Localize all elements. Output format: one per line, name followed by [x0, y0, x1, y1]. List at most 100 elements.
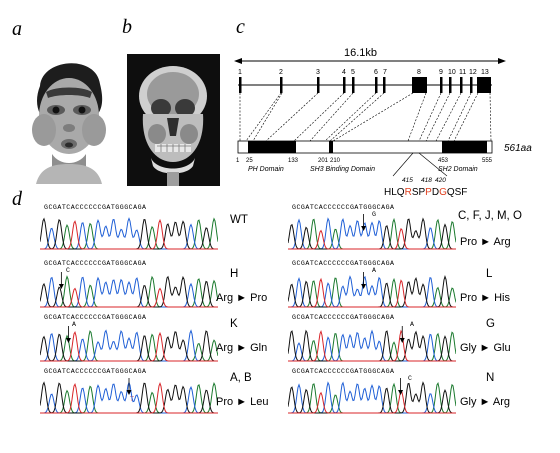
panel-letter-a: a: [12, 18, 22, 41]
exon-9: [440, 77, 443, 93]
exon-2: [280, 77, 283, 93]
exon-5: [352, 77, 355, 93]
residue-415: 415: [402, 177, 413, 184]
exon-label-4: 4: [342, 69, 346, 76]
sequence-h: GCGATCACCCCCCGATGGGCAGA: [44, 260, 147, 267]
motif-zoom-line-left: [393, 153, 413, 176]
label-g: G: [486, 318, 495, 330]
label-l: L: [486, 268, 492, 280]
residue-position-labels: 415 418 420: [402, 177, 446, 184]
gene-structure-diagram: 16.1kb 1 2 3 4 5 6 7 8 9 10 11 12 13: [226, 40, 560, 200]
protein-length-label: 561aa: [504, 143, 532, 154]
length-arrow-right: [498, 58, 506, 64]
label-k: K: [230, 318, 238, 330]
exon-label-11: 11: [459, 69, 466, 76]
residue-418: 418: [421, 177, 432, 184]
trace-line-c: [288, 331, 456, 361]
change-h: Arg ► Pro: [216, 292, 267, 304]
trace-ab: [40, 376, 218, 416]
sequence-cfjmo: GCGATCACCCCCCGATGGGCAGA: [292, 204, 395, 211]
exon-protein-mapping: [240, 93, 491, 141]
patient-photo: [22, 48, 116, 184]
trace-line-c: [40, 219, 218, 250]
exon-label-3: 3: [316, 69, 320, 76]
trace-wt: [40, 212, 218, 252]
exon-label-8: 8: [417, 69, 421, 76]
exon-labels: 1 2 3 4 5 6 7 8 9 10 11 12 13: [238, 69, 489, 76]
label-wt: WT: [230, 214, 248, 226]
position-labels: 1 25 133 201 210 453 555: [236, 158, 493, 164]
exon-7: [383, 77, 386, 93]
exon-4: [343, 77, 346, 93]
change-ab: Pro ► Leu: [216, 396, 268, 408]
motif-residue-mutated: R: [405, 187, 412, 198]
trace-line-c: [288, 219, 456, 249]
mutation-arrow-head: [361, 226, 366, 231]
panel-letter-d: d: [12, 188, 22, 211]
exon-label-2: 2: [279, 69, 283, 76]
position-555: 555: [482, 158, 493, 164]
trace-line-g: [40, 219, 218, 249]
trace-line-t: [288, 229, 456, 249]
exon-1: [239, 77, 242, 93]
change-g: Gly ► Glu: [460, 342, 511, 354]
label-ab: A, B: [230, 372, 252, 384]
trace-line-c: [40, 277, 218, 307]
trace-line-a: [40, 331, 218, 361]
sequence-l: GCGATCACCCCCCGATGGGCAGA: [292, 260, 395, 267]
sequence-k: GCGATCACCCCCCGATGGGCAGA: [44, 314, 147, 321]
position-25: 25: [246, 158, 253, 164]
position-133: 133: [288, 158, 299, 164]
panel-letter-c: c: [236, 16, 245, 39]
exon-8: [412, 77, 427, 93]
position-453: 453: [438, 158, 449, 164]
motif-residue: F: [461, 187, 467, 198]
mutation-arrow-head: [400, 338, 405, 343]
sh3-binding-block: [329, 141, 333, 153]
trace-n: [288, 376, 456, 416]
mutation-arrow-head: [361, 284, 366, 289]
exon-label-1: 1: [238, 69, 242, 76]
mutation-arrow-head: [66, 338, 71, 343]
ph-domain-block: [248, 141, 296, 153]
change-n: Gly ► Arg: [460, 396, 510, 408]
trace-line-a: [288, 278, 456, 307]
trace-line-g: [288, 383, 456, 413]
label-h: H: [230, 268, 238, 280]
trace-line-a: [288, 332, 456, 361]
position-1: 1: [236, 158, 240, 164]
trace-line-t: [40, 289, 218, 308]
motif-zoom-line-right: [419, 153, 447, 176]
exon-label-13: 13: [481, 69, 489, 76]
sequence-n: GCGATCACCCCCCGATGGGCAGA: [292, 368, 395, 375]
ph-domain-label: PH Domain: [248, 166, 284, 173]
trace-line-a: [288, 383, 456, 413]
trace-line-c: [40, 331, 218, 361]
change-k: Arg ► Gln: [216, 342, 267, 354]
residue-420: 420: [435, 177, 446, 184]
exon-label-10: 10: [448, 69, 456, 76]
trace-line-a: [40, 219, 218, 249]
exon-label-5: 5: [351, 69, 355, 76]
exon-6: [375, 77, 378, 93]
exon-3: [317, 77, 320, 93]
panel-letter-b: b: [122, 16, 132, 39]
exon-12: [470, 77, 473, 93]
sh3-binding-domain-label: SH3 Binding Domain: [310, 166, 375, 173]
sh2-domain-label: SH2 Domain: [438, 166, 478, 173]
trace-line-t: [288, 279, 456, 307]
exon-label-9: 9: [439, 69, 443, 76]
length-arrow-left: [234, 58, 242, 64]
skull-xray: [127, 54, 220, 186]
motif-residue: H: [384, 187, 391, 198]
trace-cfjmo: [288, 212, 456, 252]
label-cfjmo: C, F, J, M, O: [458, 210, 522, 222]
exon-label-12: 12: [469, 69, 477, 76]
trace-g: [288, 324, 456, 364]
sequence-g: GCGATCACCCCCCGATGGGCAGA: [292, 314, 395, 321]
sh2-domain-block: [442, 141, 487, 153]
exon-label-6: 6: [374, 69, 378, 76]
exon-13: [477, 77, 491, 93]
trace-l: [288, 270, 456, 310]
